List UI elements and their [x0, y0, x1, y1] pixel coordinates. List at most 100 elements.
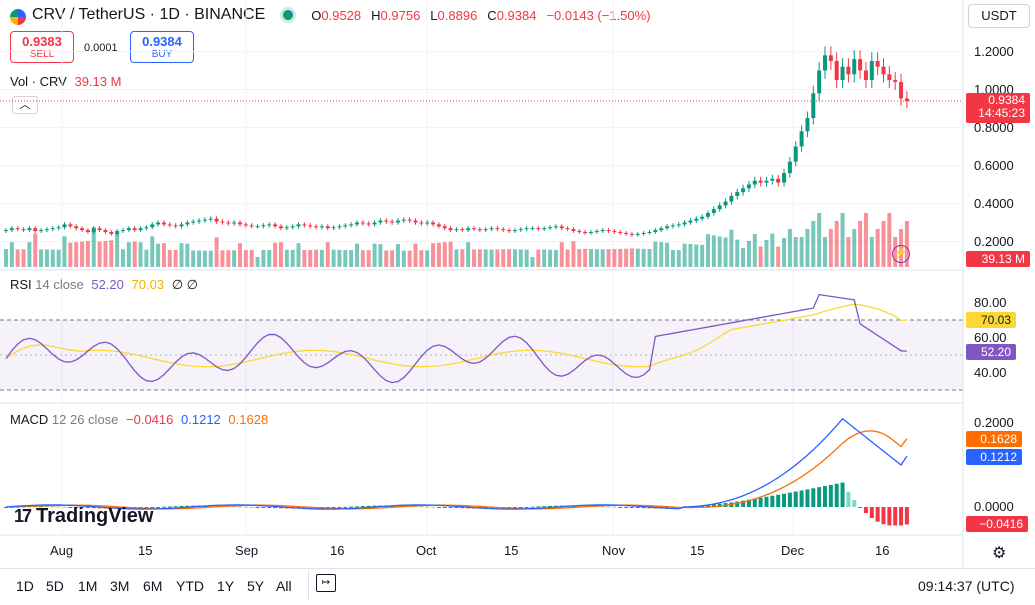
volume-bar	[343, 249, 348, 267]
timeframe-button[interactable]: 1M	[78, 578, 98, 594]
candle-body	[553, 226, 558, 228]
candle-body	[565, 228, 570, 230]
timeframe-button[interactable]: YTD	[176, 578, 204, 594]
volume-bar	[542, 249, 547, 267]
macd-histogram-bar	[612, 506, 617, 508]
macd-histogram-bar	[431, 506, 436, 508]
volume-bar	[852, 229, 857, 267]
volume-bar	[477, 249, 482, 267]
sell-label: SELL	[29, 49, 55, 60]
volume-bar	[197, 250, 202, 267]
candle-body	[846, 66, 851, 75]
utc-clock[interactable]: 09:14:37 (UTC)	[918, 578, 1015, 594]
candle-body	[97, 228, 102, 231]
candle-body	[442, 226, 447, 229]
timeframe-button[interactable]: 6M	[143, 578, 163, 594]
candle-body	[805, 118, 810, 132]
date-range-icon[interactable]: ↦	[316, 574, 336, 592]
timeframe-button[interactable]: 1D	[16, 578, 34, 594]
rsi-label: RSI	[10, 277, 32, 292]
volume-bar	[442, 242, 447, 267]
rsi-tick-label: 60.00	[974, 329, 1007, 345]
macd-histogram-bar	[80, 507, 85, 508]
timeframe-button[interactable]: 1Y	[217, 578, 235, 594]
bottom-toolbar	[0, 568, 1035, 605]
candle-body	[606, 230, 611, 232]
volume-bar	[97, 241, 102, 267]
sell-button[interactable]: 0.9383 SELL	[10, 31, 74, 63]
volume-bar	[33, 233, 38, 267]
volume-bar	[863, 213, 868, 267]
macd-histogram-bar	[85, 507, 90, 508]
candle-body	[436, 224, 441, 227]
candle-body	[167, 224, 172, 226]
logo-text: TradingView	[36, 505, 154, 527]
candle-body	[828, 55, 833, 61]
macd-histogram-bar	[442, 507, 447, 508]
candle-body	[185, 222, 190, 225]
candle-body	[706, 213, 710, 217]
macd-histogram-bar	[395, 505, 400, 507]
candle-body	[249, 225, 254, 227]
candle-body	[717, 205, 722, 210]
volume-bar	[255, 257, 260, 267]
macd-histogram-bar	[366, 505, 371, 507]
volume-bar	[735, 239, 740, 267]
collapse-legend-button[interactable]: ︿	[12, 96, 38, 114]
macd-histogram-bar	[255, 507, 260, 508]
candle-body	[85, 230, 90, 232]
macd-histogram-bar	[454, 507, 459, 509]
macd-histogram-bar	[39, 506, 44, 508]
volume-bar	[700, 244, 705, 267]
candle-body	[161, 222, 166, 225]
candle-body	[881, 66, 886, 75]
candle-body	[349, 224, 354, 226]
volume-bar	[676, 250, 681, 267]
timeframe-button[interactable]: 5D	[46, 578, 64, 594]
volume-bar	[723, 237, 728, 267]
lightning-icon[interactable]: ⚡	[892, 245, 910, 263]
volume-bar	[752, 234, 757, 267]
volume-bar	[273, 242, 278, 267]
volume-bar	[466, 242, 471, 267]
candle-body	[477, 229, 482, 231]
macd-histogram-bar	[4, 507, 8, 508]
volume-bar	[44, 249, 49, 267]
candle-body	[700, 216, 705, 219]
settings-gear-icon[interactable]: ⚙	[992, 545, 1007, 562]
currency-selector[interactable]: USDT	[968, 4, 1030, 28]
macd-histogram-bar	[799, 490, 804, 507]
macd-histogram-bar	[68, 507, 73, 508]
symbol-title[interactable]: CRV / TetherUS · 1D · BINANCE	[32, 6, 266, 23]
volume-bar	[68, 242, 73, 267]
volume-bar	[261, 249, 266, 267]
timeframe-button[interactable]: 5Y	[247, 578, 265, 594]
timeframe-button[interactable]: All	[276, 578, 292, 594]
rsi-extra: ∅ ∅	[171, 277, 198, 292]
candle-body	[214, 218, 219, 222]
volume-bar	[91, 227, 96, 267]
volume-bar	[296, 243, 301, 267]
volume-bar	[559, 242, 564, 267]
rsi-tick-label: 80.00	[974, 294, 1007, 310]
macd-histogram-bar	[91, 507, 96, 509]
symbol-header: CRV / TetherUS · 1D · BINANCE O0.9528 H0…	[32, 6, 651, 24]
candle-body	[255, 226, 260, 228]
timeframe-button[interactable]: 3M	[110, 578, 130, 594]
candle-body	[647, 232, 652, 233]
volume-bar	[436, 242, 441, 267]
macd-histogram-bar	[805, 489, 810, 507]
volume-bar	[319, 249, 324, 267]
volume-bar	[881, 221, 886, 267]
candle-body	[542, 228, 547, 230]
buy-button[interactable]: 0.9384 BUY	[130, 31, 194, 63]
volume-bar	[238, 243, 242, 267]
macd-histogram-bar	[167, 506, 172, 508]
volume-bar	[618, 248, 623, 267]
rsi-value-tag: 52.20	[966, 344, 1016, 360]
candle-body	[197, 220, 202, 222]
volume-bar	[688, 244, 693, 267]
volume-bar	[869, 237, 874, 267]
candle-body	[138, 228, 143, 231]
